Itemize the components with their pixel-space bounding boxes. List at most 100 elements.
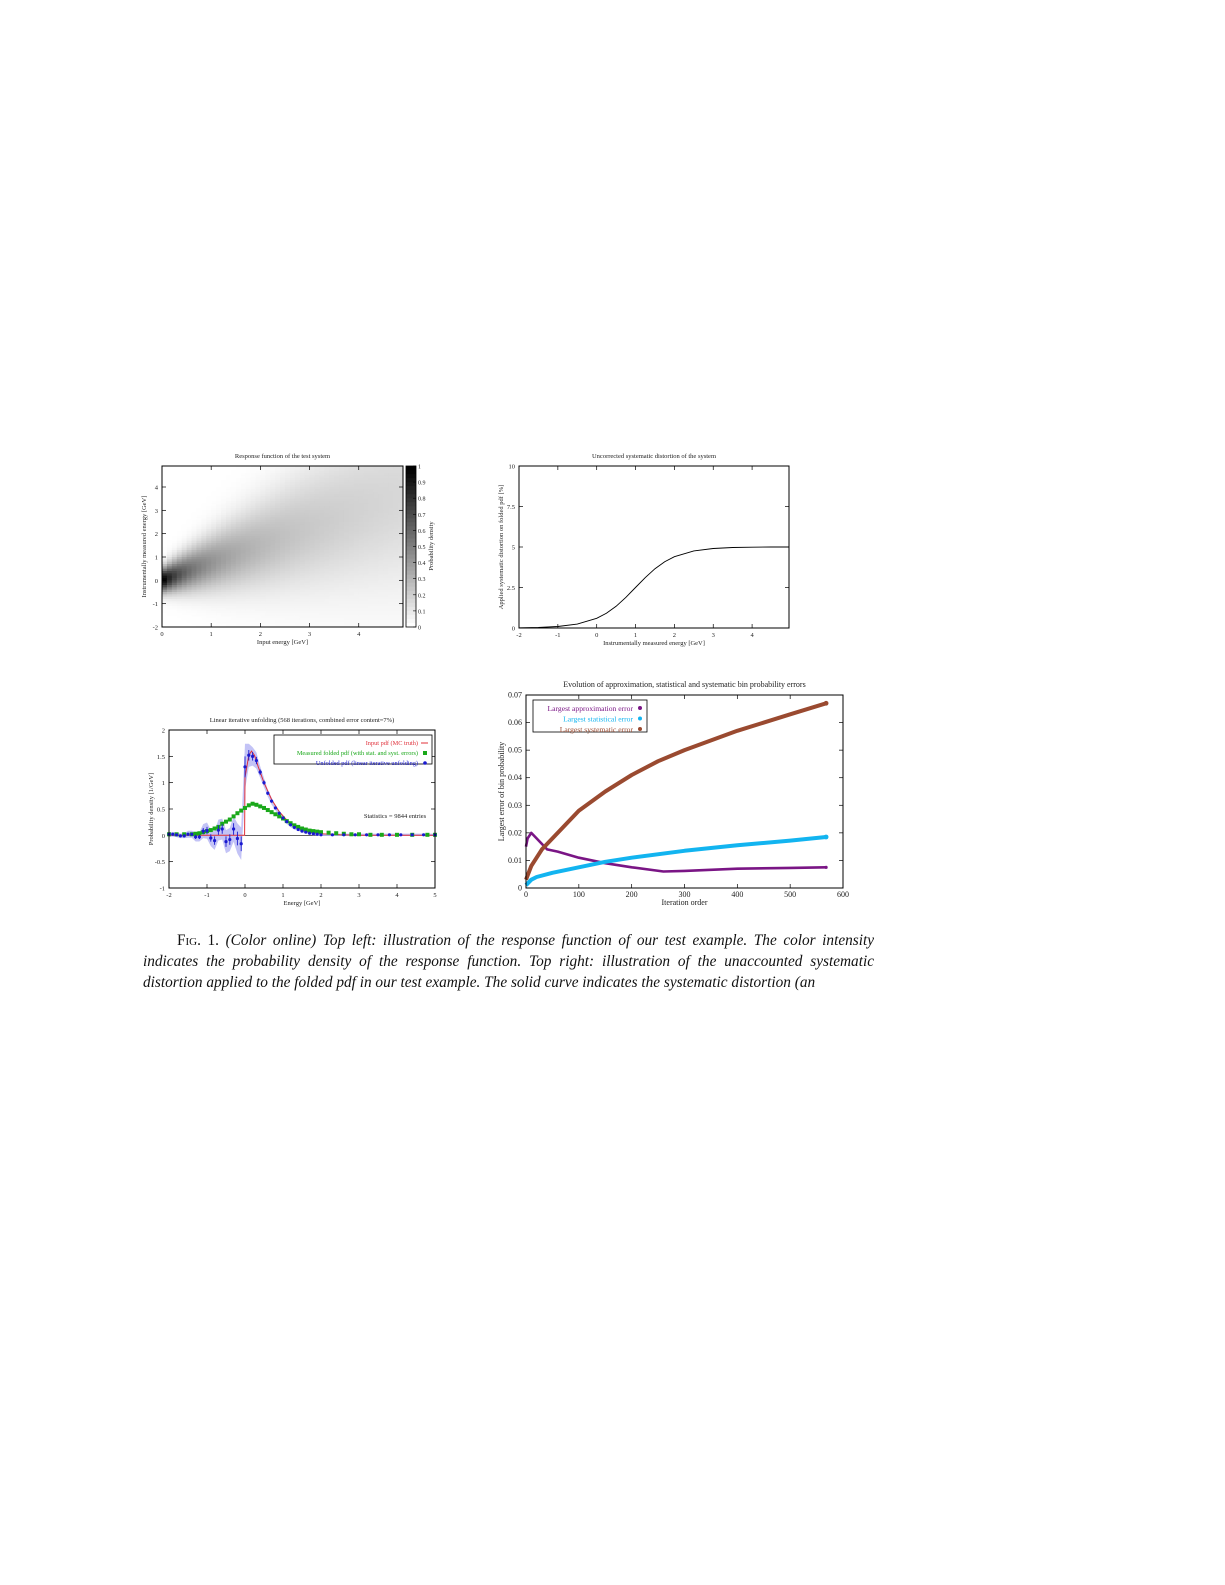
- heatmap-cell: [201, 620, 207, 623]
- heatmap-cell: [225, 519, 232, 523]
- heatmap-cell: [378, 519, 384, 523]
- heatmap-cell: [339, 482, 345, 486]
- heatmap-cell: [378, 475, 384, 479]
- heatmap-cell: [343, 533, 350, 537]
- heatmap-cell: [314, 592, 320, 595]
- heatmap-cell: [393, 473, 399, 476]
- heatmap-cell: [191, 482, 197, 486]
- heatmap-cell: [348, 559, 355, 563]
- heatmap-cell: [388, 573, 394, 577]
- heatmap-cell: [353, 475, 360, 479]
- heatmap-cell: [309, 596, 315, 600]
- heatmap-cell: [299, 617, 306, 621]
- heatmap-cell: [196, 622, 202, 626]
- heatmap-cell: [334, 622, 340, 626]
- heatmap-cell: [265, 543, 271, 546]
- heatmap-cell: [343, 561, 350, 565]
- heatmap-cell: [319, 491, 325, 495]
- heatmap-cell: [398, 522, 404, 525]
- heatmap-cell: [284, 547, 291, 551]
- heatmap-cell: [304, 475, 310, 479]
- heatmap-cell: [284, 580, 291, 584]
- heatmap-cell: [171, 559, 178, 563]
- heatmap-cell: [383, 601, 389, 605]
- heatmap-cell: [162, 550, 168, 553]
- heatmap-cell: [284, 587, 291, 591]
- heatmap-cell: [358, 566, 365, 570]
- heatmap-cell: [304, 582, 310, 586]
- heatmap-cell: [383, 477, 389, 481]
- heatmap-cell: [373, 547, 379, 551]
- heatmap-cell: [162, 552, 168, 556]
- heatmap-cell: [181, 582, 187, 586]
- heatmap-cell: [299, 494, 306, 497]
- heatmap-cell: [343, 575, 350, 579]
- heatmap-cell: [363, 610, 369, 614]
- heatmap-cell: [250, 561, 256, 565]
- heatmap-cell: [225, 622, 232, 626]
- heatmap-cell: [225, 580, 232, 584]
- heatmap-cell: [166, 494, 173, 497]
- heatmap-cell: [265, 582, 271, 586]
- heatmap-cell: [339, 470, 345, 474]
- heatmap-cell: [166, 508, 173, 511]
- heatmap-cell: [270, 475, 276, 479]
- heatmap-cell: [334, 482, 340, 486]
- heatmap-cell: [388, 545, 394, 549]
- heatmap-cell: [221, 480, 227, 483]
- heatmap-cell: [181, 624, 187, 628]
- heatmap-cell: [343, 531, 350, 535]
- heatmap-cell: [230, 599, 237, 602]
- heatmap-cell: [275, 589, 281, 593]
- heatmap-cell: [324, 473, 330, 476]
- heatmap-cell: [216, 610, 222, 614]
- heatmap-cell: [378, 484, 384, 488]
- heatmap-cell: [319, 580, 325, 584]
- heatmap-cell: [348, 498, 355, 502]
- y-tick-label: 0: [155, 578, 158, 585]
- heatmap-cell: [181, 505, 187, 509]
- heatmap-cell: [358, 587, 365, 591]
- heatmap-cell: [393, 491, 399, 495]
- heatmap-cell: [358, 494, 365, 497]
- heatmap-cell: [275, 538, 281, 542]
- heatmap-cell: [339, 566, 345, 570]
- heatmap-cell: [221, 529, 227, 532]
- heatmap-cell: [393, 529, 399, 532]
- heatmap-cell: [353, 615, 360, 619]
- heatmap-cell: [348, 596, 355, 600]
- heatmap-cell: [353, 573, 360, 577]
- heatmap-cell: [265, 501, 271, 504]
- heatmap-cell: [343, 617, 350, 621]
- heatmap-cell: [334, 573, 340, 577]
- heatmap-cell: [289, 615, 296, 619]
- heatmap-cell: [260, 557, 266, 560]
- heatmap-cell: [383, 573, 389, 577]
- heatmap-cell: [398, 582, 404, 586]
- heatmap-cell: [250, 557, 256, 560]
- heatmap-cell: [373, 564, 379, 567]
- heatmap-cell: [378, 624, 384, 628]
- heatmap-cell: [265, 592, 271, 595]
- heatmap-cell: [358, 526, 365, 530]
- heatmap-cell: [373, 608, 379, 612]
- heatmap-cell: [216, 568, 222, 572]
- heatmap-cell: [186, 575, 192, 579]
- heatmap-cell: [225, 498, 232, 502]
- measured-point: [303, 827, 308, 832]
- heatmap-cell: [250, 468, 256, 472]
- heatmap-cell: [171, 545, 178, 549]
- heatmap-cell: [329, 540, 335, 544]
- heatmap-cell: [166, 512, 173, 516]
- heatmap-cell: [289, 564, 296, 567]
- heatmap-cell: [368, 543, 374, 546]
- heatmap-cell: [393, 575, 399, 579]
- heatmap-cell: [230, 522, 237, 525]
- heatmap-cell: [162, 596, 168, 600]
- heatmap-cell: [284, 603, 291, 607]
- heatmap-cell: [353, 470, 360, 474]
- heatmap-cell: [314, 494, 320, 497]
- heatmap-cell: [211, 531, 217, 535]
- heatmap-cell: [191, 510, 197, 514]
